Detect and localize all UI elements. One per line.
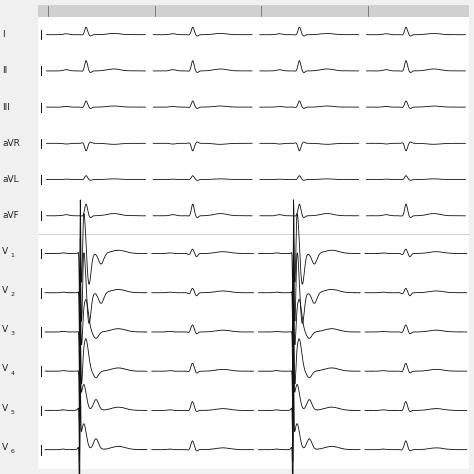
Text: V: V bbox=[2, 286, 9, 295]
Bar bbox=[38, 5, 469, 17]
Text: aVL: aVL bbox=[2, 175, 19, 184]
Text: 3: 3 bbox=[10, 331, 14, 337]
Text: aVR: aVR bbox=[2, 139, 20, 148]
Text: I: I bbox=[2, 30, 5, 39]
Text: 5: 5 bbox=[10, 410, 14, 415]
Text: 1: 1 bbox=[10, 253, 14, 258]
Text: III: III bbox=[2, 103, 10, 111]
Text: V: V bbox=[2, 403, 9, 412]
Text: II: II bbox=[2, 66, 8, 75]
Text: V: V bbox=[2, 443, 9, 452]
Text: 2: 2 bbox=[10, 292, 14, 297]
Text: 6: 6 bbox=[10, 449, 14, 454]
Text: V: V bbox=[2, 325, 9, 334]
Text: V: V bbox=[2, 365, 9, 374]
Text: V: V bbox=[2, 246, 9, 255]
Text: aVF: aVF bbox=[2, 211, 19, 220]
Text: 4: 4 bbox=[10, 371, 14, 375]
